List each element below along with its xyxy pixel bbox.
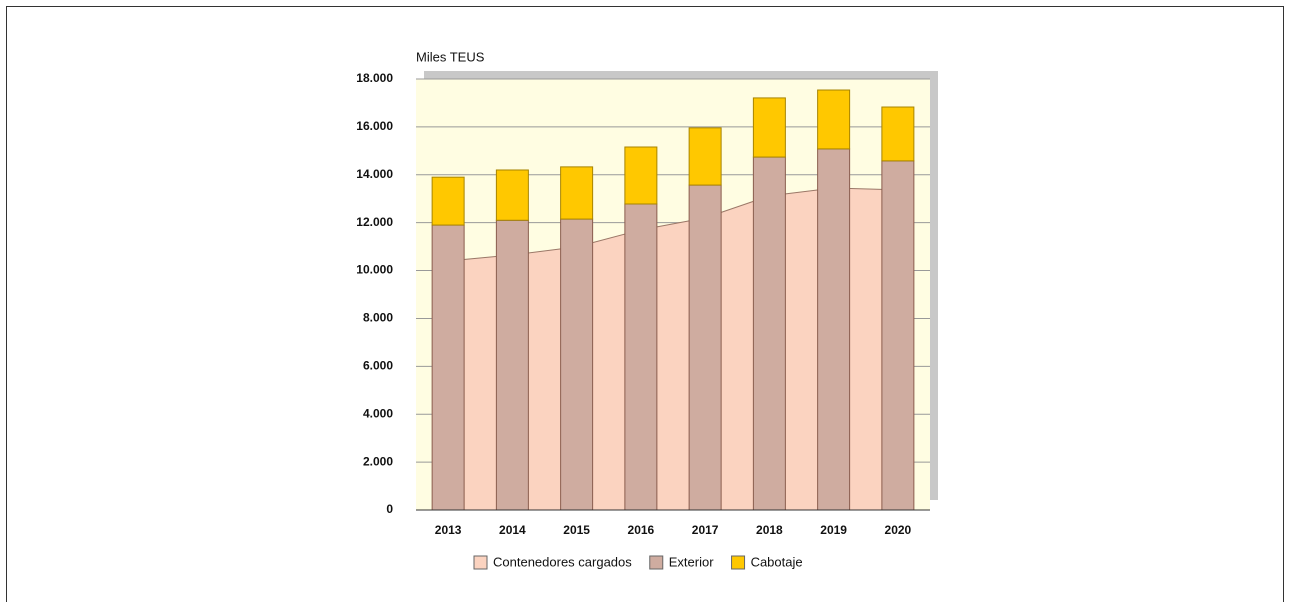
bar xyxy=(688,127,722,186)
y-tick-label: 10.000 xyxy=(356,263,393,277)
bar xyxy=(752,156,786,511)
bar xyxy=(431,224,465,511)
bar xyxy=(881,106,915,162)
bar xyxy=(431,176,465,226)
frame xyxy=(6,6,1284,602)
bar xyxy=(624,203,658,511)
x-tick-label: 2020 xyxy=(885,523,912,537)
y-tick-label: 0 xyxy=(386,502,393,516)
y-tick-label: 2.000 xyxy=(363,454,393,468)
legend-swatch xyxy=(731,555,746,570)
bar xyxy=(560,218,594,511)
y-tick-label: 4.000 xyxy=(363,406,393,420)
y-tick-label: 16.000 xyxy=(356,119,393,133)
x-tick-label: 2016 xyxy=(628,523,655,537)
bar xyxy=(752,97,786,158)
y-tick-label: 14.000 xyxy=(356,167,393,181)
bar xyxy=(624,146,658,205)
y-tick-label: 6.000 xyxy=(363,359,393,373)
x-tick-label: 2013 xyxy=(435,523,462,537)
legend-swatch xyxy=(649,555,664,570)
legend-label: Cabotaje xyxy=(751,554,803,569)
bar xyxy=(688,184,722,511)
x-tick-label: 2014 xyxy=(499,523,526,537)
y-tick-label: 8.000 xyxy=(363,311,393,325)
x-tick-label: 2015 xyxy=(563,523,590,537)
bar xyxy=(495,169,529,221)
bar xyxy=(560,166,594,220)
y-tick-label: 18.000 xyxy=(356,71,393,85)
y-axis-title: Miles TEUS xyxy=(416,49,485,64)
bar xyxy=(881,160,915,511)
y-tick-label: 12.000 xyxy=(356,215,393,229)
bar xyxy=(817,148,851,511)
legend-label: Exterior xyxy=(669,554,714,569)
bar xyxy=(495,219,529,511)
legend-swatch xyxy=(473,555,488,570)
x-tick-label: 2018 xyxy=(756,523,783,537)
x-tick-label: 2017 xyxy=(692,523,719,537)
legend-label: Contenedores cargados xyxy=(493,554,632,569)
x-tick-label: 2019 xyxy=(820,523,847,537)
bar xyxy=(817,89,851,150)
